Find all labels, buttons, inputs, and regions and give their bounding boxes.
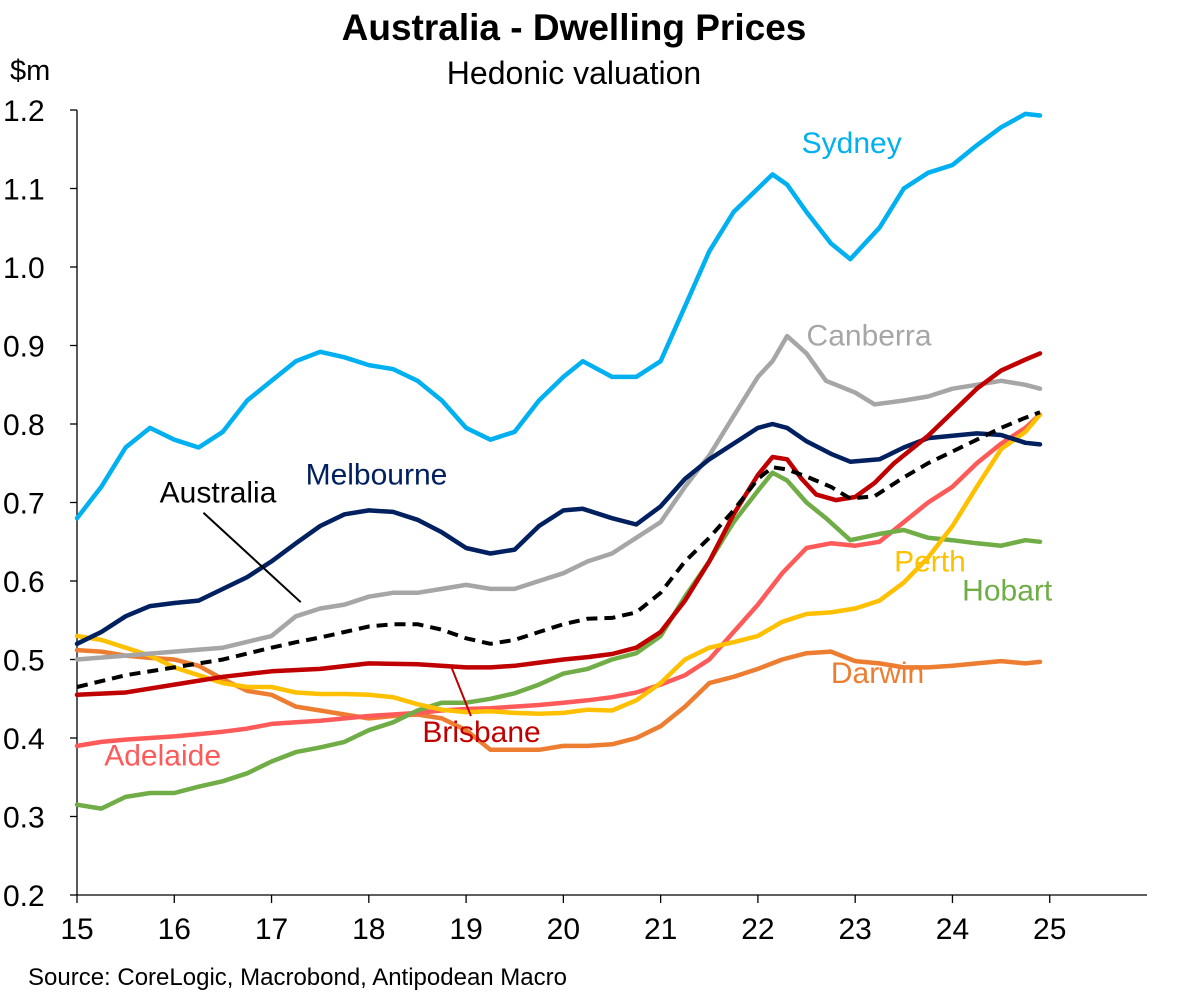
y-tick-label: 1.0 [3, 252, 45, 285]
x-tick-label: 20 [547, 913, 580, 946]
x-tick-label: 24 [936, 913, 969, 946]
x-tick-label: 18 [352, 913, 385, 946]
series-line-adelaide [74, 412, 1043, 749]
y-axis-unit-label: $m [10, 55, 50, 87]
x-tick-label: 23 [838, 913, 871, 946]
series-line-hobart [74, 470, 1043, 811]
series-line-brisbane [74, 351, 1043, 698]
series-line-perth [74, 412, 1043, 716]
y-tick-label: 0.8 [3, 409, 45, 442]
series-label-brisbane: Brisbane [422, 716, 540, 749]
x-tick-label: 21 [644, 913, 677, 946]
series-lines [74, 111, 1043, 811]
x-tick-label: 19 [449, 913, 482, 946]
y-tick-label: 0.3 [3, 802, 45, 835]
x-tick-label: 15 [60, 913, 93, 946]
source-note: Source: CoreLogic, Macrobond, Antipodean… [28, 964, 567, 991]
series-label-darwin: Darwin [831, 657, 924, 690]
series-label-melbourne: Melbourne [306, 458, 448, 491]
series-label-canberra: Canberra [807, 320, 932, 353]
y-tick-label: 0.7 [3, 488, 45, 521]
series-label-sydney: Sydney [802, 127, 902, 160]
y-tick-label: 0.2 [3, 880, 45, 913]
y-tick-label: 0.4 [3, 723, 45, 756]
series-label-hobart: Hobart [962, 575, 1053, 608]
y-axis-ticks: 0.2 0.3 0.4 0.5 0.6 0.7 0.8 0.9 1.0 1.1 1.2 [3, 95, 77, 913]
pointer-line-brisbane [450, 666, 472, 717]
x-tick-label: 25 [1033, 913, 1066, 946]
y-tick-label: 0.5 [3, 645, 45, 678]
x-tick-label: 16 [158, 913, 191, 946]
series-labels: Sydney Canberra Melbourne Australia Brisbane… [104, 127, 1053, 772]
x-tick-label: 17 [255, 913, 288, 946]
series-line-australia [76, 410, 1041, 689]
label-pointers [202, 511, 472, 717]
series-line-sydney [74, 111, 1043, 521]
x-tick-label: 22 [741, 913, 774, 946]
chart-title: Australia - Dwelling Prices [342, 7, 807, 48]
x-axis-ticks: 15 16 17 18 19 20 21 22 23 24 25 [60, 895, 1066, 946]
chart-subtitle: Hedonic valuation [447, 55, 701, 91]
pointer-line-australia [202, 511, 302, 603]
series-line-canberra [74, 333, 1043, 662]
y-tick-label: 0.9 [3, 331, 45, 364]
y-tick-label: 0.6 [3, 566, 45, 599]
series-label-perth: Perth [894, 546, 966, 579]
y-tick-label: 1.1 [3, 174, 45, 207]
y-tick-label: 1.2 [3, 95, 45, 128]
series-line-melbourne [74, 421, 1043, 647]
series-label-australia: Australia [160, 477, 277, 510]
series-label-adelaide: Adelaide [104, 739, 221, 772]
plot-area: 0.2 0.3 0.4 0.5 0.6 0.7 0.8 0.9 1.0 1.1 1.2 15 16 17… [3, 95, 1147, 946]
